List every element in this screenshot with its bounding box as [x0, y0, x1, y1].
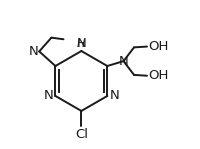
- Text: N: N: [119, 55, 128, 68]
- Text: N: N: [44, 89, 53, 103]
- Text: N: N: [29, 45, 38, 58]
- Text: OH: OH: [148, 69, 168, 82]
- Text: N: N: [109, 89, 119, 103]
- Text: N: N: [76, 37, 86, 50]
- Text: H: H: [77, 39, 86, 49]
- Text: Cl: Cl: [75, 128, 88, 141]
- Text: OH: OH: [148, 40, 168, 53]
